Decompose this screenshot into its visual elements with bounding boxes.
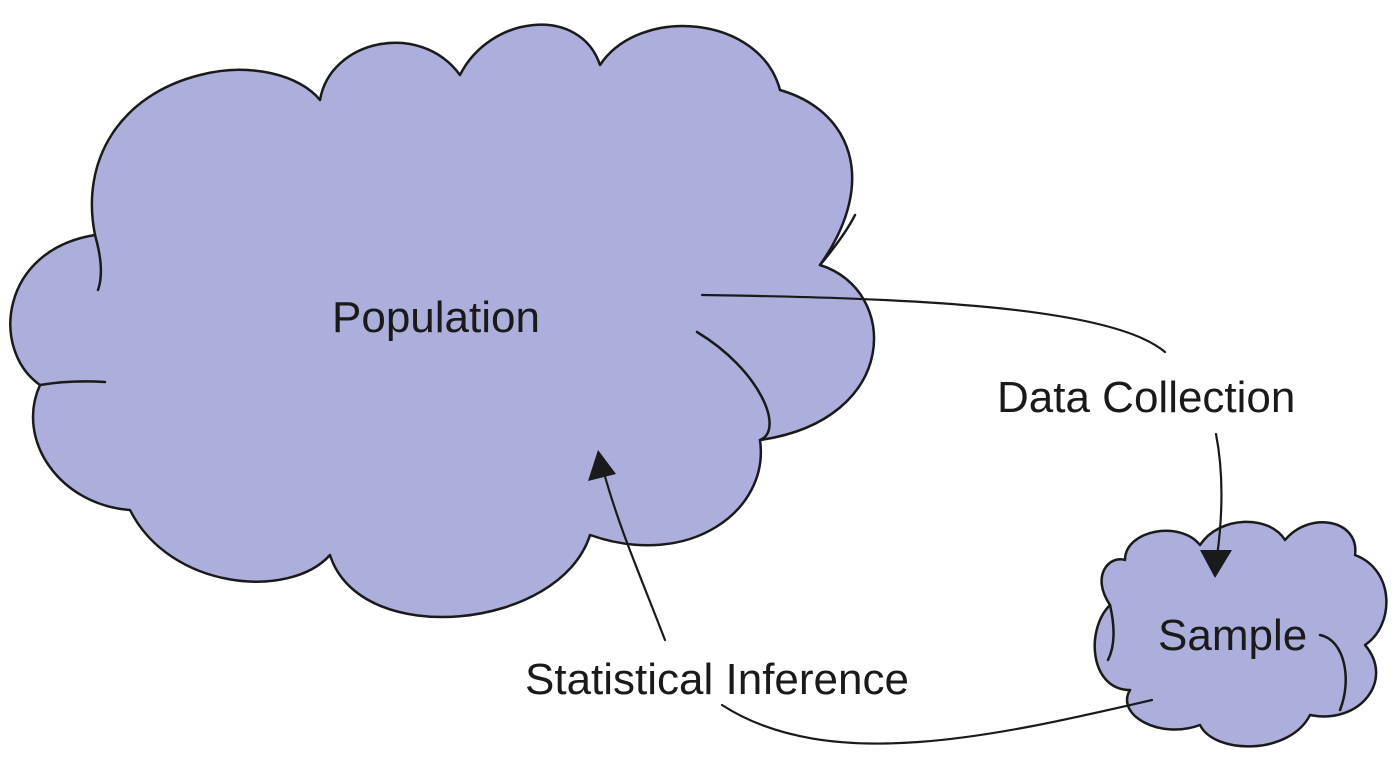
sample-cloud: [1093, 520, 1388, 748]
statistical-inference-label: Statistical Inference: [525, 655, 909, 704]
data-collection-arrowhead: [1200, 550, 1232, 578]
statistical-inference-line-lower: [720, 698, 1154, 745]
population-cloud-fold: [695, 330, 771, 442]
statistical-inference-connector: [588, 450, 1154, 745]
data-collection-line-upper: [700, 293, 1167, 354]
population-cloud: [9, 23, 876, 619]
statistical-inference-arrowhead: [588, 450, 616, 481]
sample-cloud-fold: [1318, 633, 1347, 712]
sample-cloud-outline: [1093, 520, 1388, 748]
population-label: Population: [332, 293, 540, 342]
data-collection-label: Data Collection: [997, 373, 1295, 422]
statistical-inference-line-upper: [602, 471, 667, 642]
sample-label: Sample: [1158, 611, 1307, 660]
population-cloud-fold: [818, 213, 857, 267]
sample-cloud-fold: [1106, 603, 1115, 662]
population-cloud-fold: [93, 233, 103, 292]
data-collection-line-lower: [1214, 432, 1223, 559]
population-cloud-fold: [38, 380, 107, 387]
population-cloud-outline: [9, 23, 876, 619]
data-collection-connector: [700, 293, 1232, 578]
